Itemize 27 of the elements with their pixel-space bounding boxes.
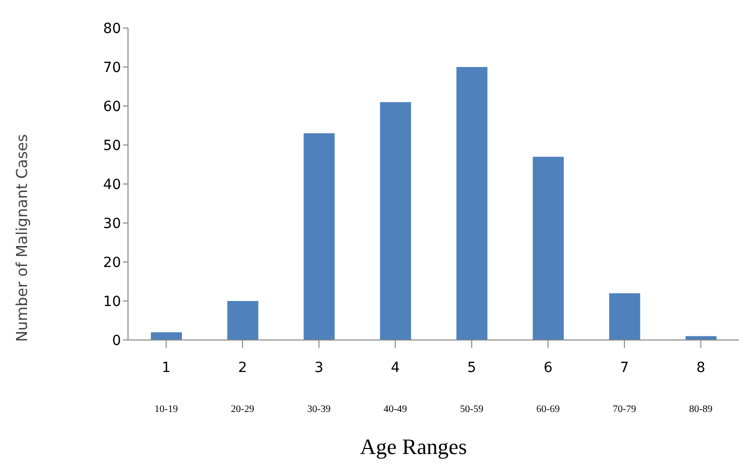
bar	[456, 67, 488, 340]
y-axis-title: Number of Malignant Cases	[13, 134, 31, 342]
bar	[227, 301, 258, 340]
y-tick-label: 40	[103, 176, 121, 193]
y-tick-label: 0	[112, 332, 121, 349]
y-tick-label: 30	[103, 216, 121, 232]
category-label: 1 10-19	[154, 360, 178, 415]
bar	[380, 102, 412, 340]
y-tick-label: 10	[103, 294, 121, 310]
y-tick-label: 50	[103, 138, 121, 154]
bar	[150, 332, 182, 340]
category-label: 2 20-29	[230, 360, 254, 415]
bar	[532, 156, 564, 340]
y-tick-label: 70	[103, 60, 121, 76]
bar	[609, 293, 640, 340]
bar	[304, 133, 335, 340]
category-label: 5 50-59	[460, 360, 484, 415]
x-axis-title: Age Ranges	[359, 434, 468, 460]
y-tick-label: 80	[103, 20, 121, 37]
bar	[686, 336, 717, 340]
category-label: 7 70-79	[612, 360, 636, 415]
category-label: 4 40-49	[384, 360, 407, 415]
y-tick-label: 20	[103, 254, 121, 271]
category-label: 3 30-39	[307, 360, 331, 415]
category-label: 8 80-89	[689, 360, 712, 415]
y-tick-label: 60	[103, 98, 121, 115]
category-label: 6 60-69	[536, 360, 560, 415]
